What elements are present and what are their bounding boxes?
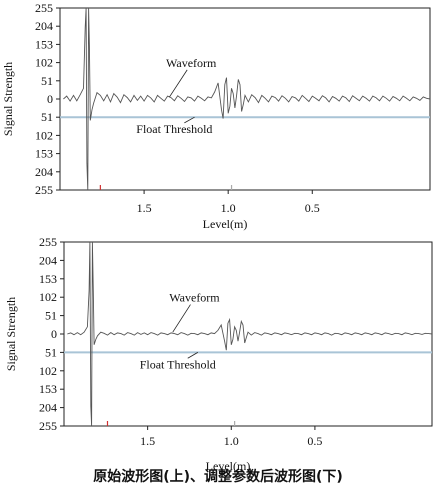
y-tick-label: 102 <box>35 128 53 142</box>
waveform-annotation: Waveform <box>166 56 217 70</box>
y-tick-label: 51 <box>41 110 53 124</box>
waveform-annotation: Waveform <box>169 291 220 305</box>
y-tick-label: 102 <box>39 364 57 378</box>
figure-caption: 原始波形图(上)、调整参数后波形图(下) <box>93 469 343 485</box>
waveform-line <box>63 7 431 191</box>
waveform-leader <box>168 69 188 98</box>
y-tick-label: 255 <box>39 235 57 249</box>
y-tick-label: 153 <box>35 147 53 161</box>
y-tick-label: 51 <box>45 345 57 359</box>
y-axis-label: Signal Strength <box>4 297 18 371</box>
x-tick-label: 0.5 <box>307 434 322 448</box>
y-tick-label: 255 <box>35 183 53 197</box>
x-axis-label: Level(m) <box>203 217 248 231</box>
x-tick-label: 1.5 <box>137 201 152 215</box>
threshold-annotation: Float Threshold <box>140 357 216 371</box>
y-tick-label: 204 <box>35 19 53 33</box>
y-tick-label: 102 <box>39 290 57 304</box>
y-tick-label: 51 <box>45 309 57 323</box>
x-tick-label: 1.0 <box>221 201 236 215</box>
x-axis-label: Level(m) <box>206 459 251 473</box>
x-tick-label: 0.5 <box>305 201 320 215</box>
x-tick-label: 1.5 <box>140 434 155 448</box>
plot-frame <box>63 241 433 427</box>
y-tick-label: 153 <box>39 272 57 286</box>
x-tick-label: 1.0 <box>224 434 239 448</box>
y-axis-label: Signal Strength <box>1 62 15 136</box>
y-tick-label: 255 <box>35 1 53 15</box>
y-tick-label: 0 <box>51 327 57 341</box>
plot-frame <box>59 7 431 191</box>
y-tick-label: 204 <box>39 253 57 267</box>
y-tick-label: 204 <box>35 165 53 179</box>
waveform-leader <box>172 304 191 333</box>
y-tick-label: 153 <box>39 382 57 396</box>
waveform-line <box>67 241 433 427</box>
y-tick-label: 0 <box>47 92 53 106</box>
threshold-leader <box>187 352 199 359</box>
y-tick-label: 255 <box>39 419 57 433</box>
threshold-annotation: Float Threshold <box>136 122 212 136</box>
y-tick-label: 204 <box>39 401 57 415</box>
y-tick-label: 51 <box>41 74 53 88</box>
threshold-leader <box>184 116 195 124</box>
y-tick-label: 153 <box>35 37 53 51</box>
y-tick-label: 102 <box>35 56 53 70</box>
